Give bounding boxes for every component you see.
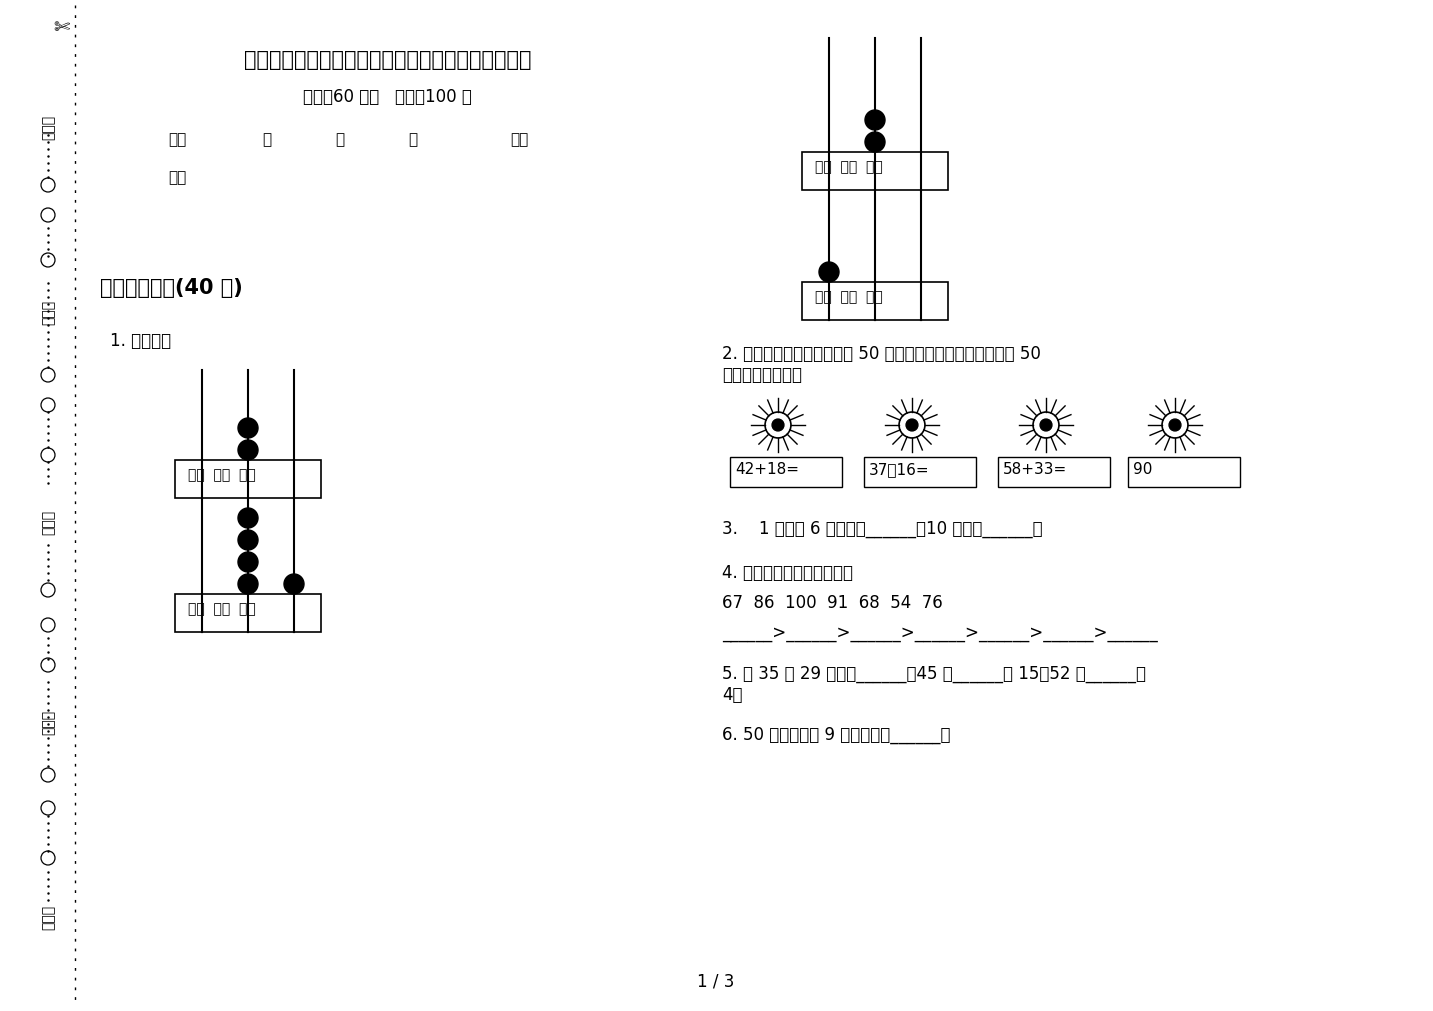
Text: 百位  十位  个位: 百位 十位 个位 bbox=[815, 290, 883, 304]
Text: 百位  十位  个位: 百位 十位 个位 bbox=[188, 602, 255, 616]
Text: 2. 先算一算，再给得数大于 50 的花朵涂上红色，给得数小于 50
的花朵涂上黄色。: 2. 先算一算，再给得数大于 50 的花朵涂上红色，给得数小于 50 的花朵涂上… bbox=[722, 345, 1040, 384]
Circle shape bbox=[1169, 420, 1181, 431]
Text: 百位  十位  个位: 百位 十位 个位 bbox=[188, 468, 255, 482]
Text: 总分: 总分 bbox=[510, 132, 529, 147]
Text: 学校：: 学校： bbox=[42, 905, 54, 930]
Bar bbox=[729, 457, 843, 487]
Text: ✄: ✄ bbox=[54, 18, 70, 37]
Circle shape bbox=[238, 440, 258, 460]
Bar bbox=[802, 282, 949, 320]
Bar bbox=[997, 457, 1111, 487]
Text: 班级：: 班级： bbox=[42, 710, 54, 735]
Text: 一、基础练习(40 分): 一、基础练习(40 分) bbox=[100, 278, 242, 298]
Circle shape bbox=[1040, 420, 1052, 431]
Circle shape bbox=[238, 552, 258, 572]
Text: 得分: 得分 bbox=[168, 170, 186, 185]
Text: 考场：: 考场： bbox=[42, 300, 54, 326]
Circle shape bbox=[284, 574, 304, 594]
Circle shape bbox=[238, 530, 258, 550]
Bar bbox=[175, 460, 321, 498]
Text: 一: 一 bbox=[262, 132, 271, 147]
Text: 90: 90 bbox=[1134, 462, 1152, 477]
Text: 二: 二 bbox=[335, 132, 344, 147]
Text: 题号: 题号 bbox=[168, 132, 186, 147]
Text: 3.    1 个一和 6 个十组成______；10 个十是______。: 3. 1 个一和 6 个十组成______；10 个十是______。 bbox=[722, 520, 1043, 538]
Text: 考号：: 考号： bbox=[42, 115, 54, 141]
Text: 部编人教版一年级下学期数学摸底复习测试期末试卷: 部编人教版一年级下学期数学摸底复习测试期末试卷 bbox=[244, 50, 532, 70]
Text: 5. 比 35 大 29 的数是______；45 比______小 15；52 比______大
4。: 5. 比 35 大 29 的数是______；45 比______小 15；52… bbox=[722, 665, 1146, 704]
Text: 百位  十位  个位: 百位 十位 个位 bbox=[815, 160, 883, 174]
Text: 42+18=: 42+18= bbox=[735, 462, 800, 477]
Circle shape bbox=[866, 132, 886, 152]
Text: 姓名：: 姓名： bbox=[42, 510, 54, 535]
Text: 6. 50 以内个位是 9 的两位数有______。: 6. 50 以内个位是 9 的两位数有______。 bbox=[722, 726, 950, 744]
Circle shape bbox=[820, 262, 838, 282]
Circle shape bbox=[906, 420, 919, 431]
Text: 67  86  100  91  68  54  76: 67 86 100 91 68 54 76 bbox=[722, 594, 943, 612]
Bar bbox=[175, 594, 321, 632]
Text: 1 / 3: 1 / 3 bbox=[698, 972, 735, 990]
Bar bbox=[864, 457, 976, 487]
Circle shape bbox=[238, 574, 258, 594]
Bar bbox=[1128, 457, 1240, 487]
Text: 58+33=: 58+33= bbox=[1003, 462, 1068, 477]
Circle shape bbox=[772, 420, 784, 431]
Circle shape bbox=[238, 418, 258, 438]
Circle shape bbox=[866, 110, 886, 130]
Text: 时间：60 分钟   满分：100 分: 时间：60 分钟 满分：100 分 bbox=[302, 88, 471, 106]
Text: 1. 看图写数: 1. 看图写数 bbox=[110, 332, 171, 350]
Text: 三: 三 bbox=[408, 132, 417, 147]
Text: 37－16=: 37－16= bbox=[868, 462, 930, 477]
Circle shape bbox=[238, 508, 258, 528]
Text: 4. 从大到小排列下面各数。: 4. 从大到小排列下面各数。 bbox=[722, 564, 853, 582]
Bar bbox=[802, 152, 949, 190]
Text: ______>______>______>______>______>______>______: ______>______>______>______>______>_____… bbox=[722, 624, 1158, 642]
